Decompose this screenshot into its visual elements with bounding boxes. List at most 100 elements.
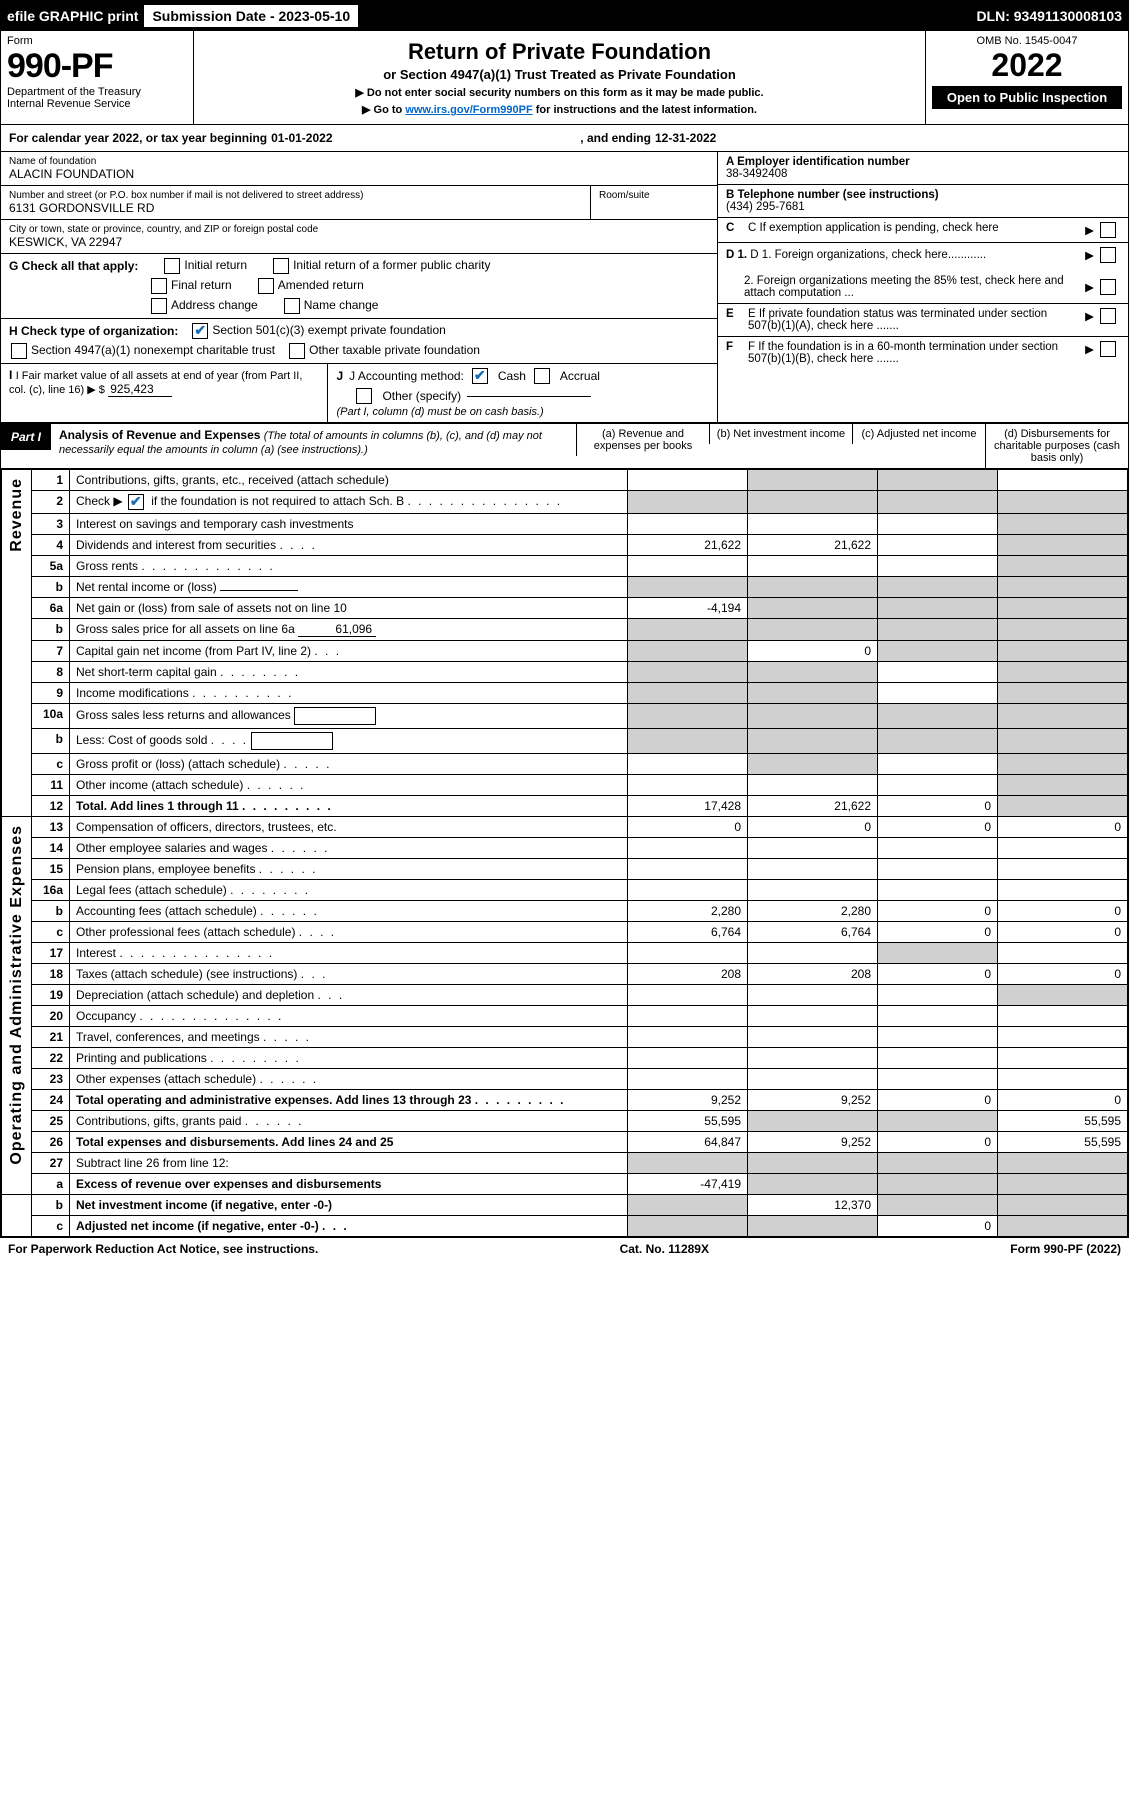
row-3: Interest on savings and temporary cash i… (70, 514, 628, 535)
lbl-other-method: Other (specify) (382, 389, 461, 403)
chk-d1[interactable] (1100, 247, 1116, 263)
val-25a: 55,595 (628, 1111, 748, 1132)
row-25: Contributions, gifts, grants paid (76, 1114, 241, 1128)
col-c-header: (c) Adjusted net income (852, 424, 985, 444)
col-d-header: (d) Disbursements for charitable purpose… (985, 424, 1128, 468)
cal-begin: 01-01-2022 (271, 131, 332, 145)
info-grid: Name of foundation ALACIN FOUNDATION Num… (1, 152, 1128, 424)
lbl-other-taxable: Other taxable private foundation (309, 343, 480, 357)
chk-501c3[interactable] (192, 323, 208, 339)
val-24b: 9,252 (748, 1090, 878, 1111)
chk-other-method[interactable] (356, 388, 372, 404)
chk-addr-change[interactable] (151, 298, 167, 314)
chk-e[interactable] (1100, 308, 1116, 324)
form990pf-link[interactable]: www.irs.gov/Form990PF (405, 104, 532, 116)
val-18b: 208 (748, 964, 878, 985)
d1-text: D 1. Foreign organizations, check here..… (750, 249, 986, 261)
row-27a: Excess of revenue over expenses and disb… (70, 1174, 628, 1195)
other-method-value (467, 396, 591, 397)
val-16ba: 2,280 (628, 901, 748, 922)
val-18d: 0 (998, 964, 1128, 985)
chk-c[interactable] (1100, 222, 1116, 238)
footer-left: For Paperwork Reduction Act Notice, see … (8, 1242, 318, 1256)
chk-other-taxable[interactable] (289, 343, 305, 359)
lbl-final: Final return (171, 278, 232, 292)
row-9: Income modifications (76, 686, 189, 700)
g-row: G Check all that apply: Initial return I… (1, 254, 717, 319)
part1-tag: Part I (1, 424, 51, 450)
footer: For Paperwork Reduction Act Notice, see … (0, 1238, 1129, 1260)
tax-year: 2022 (932, 47, 1122, 84)
val-13b: 0 (748, 817, 878, 838)
info-right: A Employer identification number 38-3492… (717, 152, 1128, 422)
ein-value: 38-3492408 (726, 168, 1120, 180)
chk-final[interactable] (151, 278, 167, 294)
irs-label: Internal Revenue Service (7, 98, 187, 110)
chk-initial[interactable] (164, 258, 180, 274)
lbl-initial-public: Initial return of a former public charit… (293, 258, 490, 272)
col-a-header: (a) Revenue and expenses per books (576, 424, 709, 456)
phone-value: (434) 295-7681 (726, 201, 1120, 213)
row-21: Travel, conferences, and meetings (76, 1030, 260, 1044)
org-city: KESWICK, VA 22947 (9, 235, 709, 249)
lbl-4947: Section 4947(a)(1) nonexempt charitable … (31, 343, 275, 357)
footer-mid: Cat. No. 11289X (620, 1242, 709, 1256)
row-7: Capital gain net income (from Part IV, l… (76, 644, 311, 658)
g-label: G Check all that apply: (9, 259, 138, 273)
form-header: Form 990-PF Department of the Treasury I… (1, 31, 1128, 125)
expenses-side: Operating and Administrative Expenses (2, 817, 32, 1195)
b-label: B Telephone number (see instructions) (726, 189, 1120, 201)
10a-box (294, 707, 376, 725)
row-23: Other expenses (attach schedule) (76, 1072, 256, 1086)
lbl-amended: Amended return (278, 278, 364, 292)
h-label: H Check type of organization: (9, 324, 178, 338)
chk-initial-public[interactable] (273, 258, 289, 274)
lbl-501c3: Section 501(c)(3) exempt private foundat… (212, 323, 445, 337)
part1-desc: Analysis of Revenue and Expenses (The to… (51, 424, 576, 460)
part1-header: Part I Analysis of Revenue and Expenses … (1, 424, 1128, 469)
lbl-addr-change: Address change (171, 298, 258, 312)
form-word: Form (7, 35, 187, 47)
h-row: H Check type of organization: Section 50… (1, 319, 717, 364)
addr-label: Number and street (or P.O. box number if… (9, 190, 582, 201)
f-text: F If the foundation is in a 60-month ter… (748, 341, 1077, 365)
e-lbl: E (726, 308, 740, 320)
val-27b: 12,370 (748, 1195, 878, 1216)
val-6a: -4,194 (628, 598, 748, 619)
chk-cash[interactable] (472, 368, 488, 384)
org-name: ALACIN FOUNDATION (9, 167, 709, 181)
row-6a: Net gain or (loss) from sale of assets n… (70, 598, 628, 619)
val-13a: 0 (628, 817, 748, 838)
row-16c: Other professional fees (attach schedule… (76, 925, 295, 939)
val-24c: 0 (878, 1090, 998, 1111)
val-16bb: 2,280 (748, 901, 878, 922)
chk-schb[interactable] (128, 494, 144, 510)
5b-box (220, 590, 298, 591)
f-lbl: F (726, 341, 740, 353)
row-2: Check ▶ if the foundation is not require… (70, 491, 628, 514)
val-7b: 0 (748, 641, 878, 662)
row-14: Other employee salaries and wages (76, 841, 267, 855)
ssn-warning: ▶ Do not enter social security numbers o… (200, 86, 919, 99)
chk-amended[interactable] (258, 278, 274, 294)
chk-4947[interactable] (11, 343, 27, 359)
row-27b: Net investment income (if negative, ente… (70, 1195, 628, 1216)
main-table: Revenue 1Contributions, gifts, grants, e… (1, 469, 1128, 1237)
cal-mid: , and ending (580, 131, 651, 145)
row-11: Other income (attach schedule) (76, 778, 243, 792)
e-text: E If private foundation status was termi… (748, 308, 1077, 332)
val-26d: 55,595 (998, 1132, 1128, 1153)
row-16b: Accounting fees (attach schedule) (76, 904, 257, 918)
footer-right: Form 990-PF (2022) (1010, 1242, 1121, 1256)
row-8: Net short-term capital gain (76, 665, 217, 679)
chk-name-change[interactable] (284, 298, 300, 314)
val-25d: 55,595 (998, 1111, 1128, 1132)
chk-accrual[interactable] (534, 368, 550, 384)
row-6b: Gross sales price for all assets on line… (76, 622, 295, 636)
efile-label: efile GRAPHIC print (7, 8, 138, 24)
chk-d2[interactable] (1100, 279, 1116, 295)
chk-f[interactable] (1100, 341, 1116, 357)
treasury-dept: Department of the Treasury (7, 86, 187, 98)
val-12b: 21,622 (748, 796, 878, 817)
val-13d: 0 (998, 817, 1128, 838)
